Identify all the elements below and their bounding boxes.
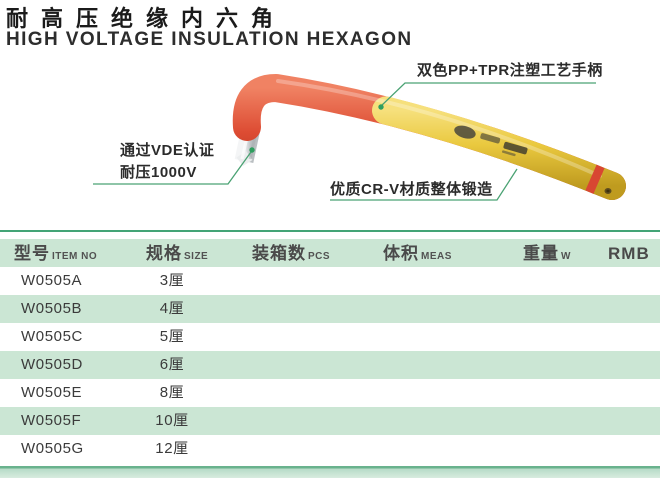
table-row: W0505D 6厘 [0,351,660,379]
cell-rmb [595,379,655,407]
handle-red-ring [585,164,605,194]
cell-meas [380,351,460,379]
table-row: W0505E 8厘 [0,379,660,407]
cell-size: 12厘 [155,440,189,457]
table-row: W0505A 3厘 [0,267,660,295]
callout-forged-material: 优质CR-V材质整体锻造 [330,181,493,198]
page-subtitle: HIGH VOLTAGE INSULATION HEXAGON [6,29,413,50]
header-pcs: 装箱数 PCS [252,244,331,263]
header-rmb: RMB [608,244,650,263]
cell-item: W0505B [21,300,83,317]
callout-lines [93,82,596,201]
cell-pcs [255,295,335,323]
callout-line-forged [330,168,518,201]
cell-weight [505,407,575,435]
handle-hole [604,188,612,194]
product-illustration [93,74,626,201]
table-body: W0505A 3厘 W0505B 4厘 W0505C 5厘 W0505D 6厘 [0,267,660,463]
cell-item: W0505A [21,272,83,289]
table-row: W0505G 12厘 [0,435,660,463]
callout-vde-line2: 耐压1000V [120,164,197,181]
callout-dot-tip [249,147,255,153]
cell-size: 3厘 [159,272,185,289]
callout-vde-line1: 通过VDE认证 [120,142,215,159]
table-top-rule [0,230,660,232]
cell-item: W0505G [21,440,84,457]
cell-pcs [255,435,335,463]
callout-dot-junction [378,104,384,110]
cell-pcs [255,379,335,407]
cell-meas [380,267,460,295]
cell-item: W0505D [21,356,83,373]
cell-meas [380,407,460,435]
cell-rmb [595,323,655,351]
next-section-rule [0,466,660,478]
header-weight: 重量 W [523,244,571,263]
cell-meas [380,435,460,463]
cell-pcs [255,323,335,351]
header-item-no: 型号 ITEM NO [14,244,98,263]
cell-rmb [595,351,655,379]
page-title: 耐高压绝缘内六角 [6,6,287,31]
cell-item: W0505C [21,328,83,345]
table-row: W0505B 4厘 [0,295,660,323]
cell-meas [380,295,460,323]
cell-item: W0505F [21,412,82,429]
cell-weight [505,351,575,379]
cell-size: 4厘 [159,300,185,317]
cell-size: 5厘 [159,328,185,345]
cell-item: W0505E [21,384,83,401]
table-header-row: 型号 ITEM NO 规格 SIZE 装箱数 PCS 体积 MEAS 重量 W … [0,239,660,267]
cell-rmb [595,435,655,463]
header-meas: 体积 MEAS [383,244,452,263]
cell-size: 8厘 [159,384,185,401]
callout-handle-material: 双色PP+TPR注塑工艺手柄 [417,62,603,79]
header-size: 规格 SIZE [146,244,209,263]
cell-weight [505,267,575,295]
cell-rmb [595,295,655,323]
cell-pcs [255,351,335,379]
cell-size: 10厘 [155,412,189,429]
callout-line-handle [380,82,596,107]
table-row: W0505C 5厘 [0,323,660,351]
handle-highlight [276,79,602,178]
callout-line-vde [93,151,252,185]
cell-weight [505,435,575,463]
cell-rmb [595,267,655,295]
cell-pcs [255,267,335,295]
cell-size: 6厘 [159,356,185,373]
handle-brand-mark [454,125,528,157]
cell-weight [505,295,575,323]
cell-meas [380,379,460,407]
yellow-handle [372,96,626,200]
table-row: W0505F 10厘 [0,407,660,435]
cell-weight [505,379,575,407]
cell-weight [505,323,575,351]
cell-rmb [595,407,655,435]
cell-pcs [255,407,335,435]
cell-meas [380,323,460,351]
